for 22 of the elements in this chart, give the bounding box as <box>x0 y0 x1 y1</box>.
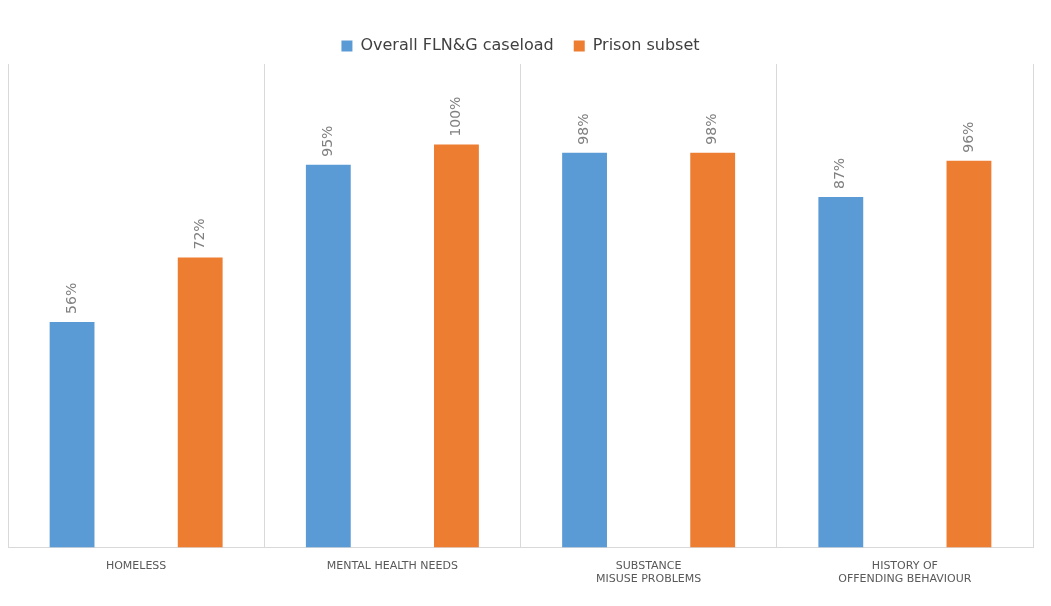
bar <box>946 160 992 548</box>
bar <box>562 152 607 548</box>
data-label: 95% <box>318 125 335 157</box>
bar <box>177 257 223 548</box>
bar <box>49 321 95 548</box>
bar <box>434 144 479 548</box>
x-tick-label: SUBSTANCE MISUSE PROBLEMS <box>596 559 702 586</box>
data-label: 56% <box>62 282 79 314</box>
data-label: 98% <box>703 113 720 145</box>
legend-label: Prison subset <box>592 35 700 55</box>
bar <box>818 196 864 548</box>
x-tick-label: HISTORY OF OFFENDING BEHAVIOUR <box>838 559 972 586</box>
data-label: 100% <box>447 96 464 137</box>
data-label: 87% <box>831 157 848 189</box>
x-tick-label: HOMELESS <box>105 559 167 573</box>
data-label: 72% <box>190 218 207 250</box>
x-tick-label: MENTAL HEALTH NEEDS <box>326 559 458 573</box>
data-label: 96% <box>959 121 976 153</box>
legend-label: Overall FLN&G caseload <box>360 35 554 55</box>
bar <box>305 164 351 548</box>
bar <box>690 152 736 548</box>
data-label: 98% <box>575 113 592 145</box>
